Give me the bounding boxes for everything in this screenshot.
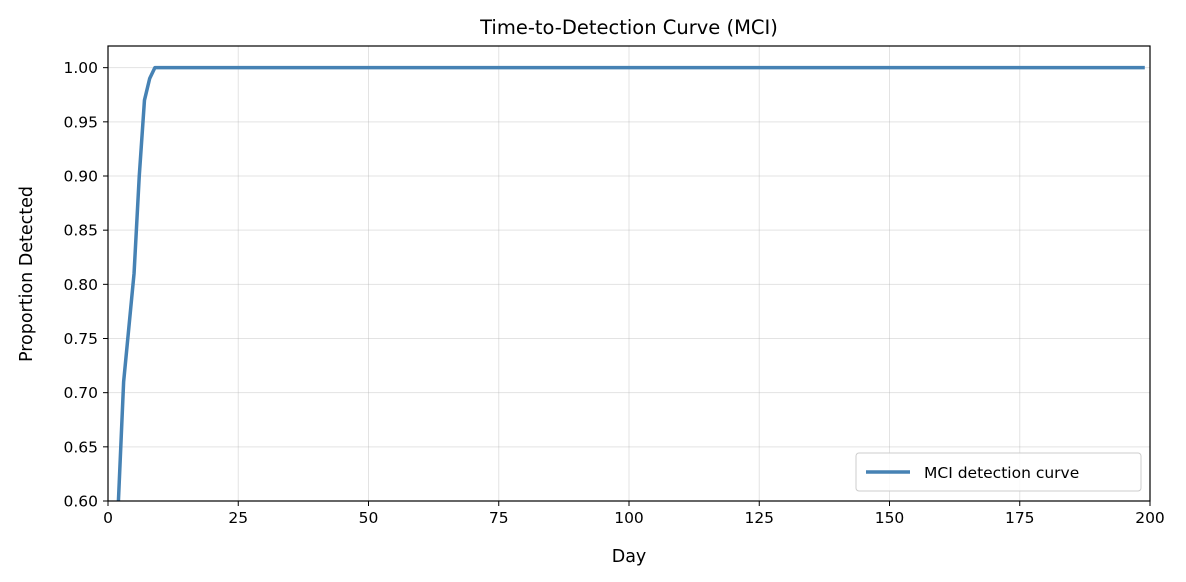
legend: MCI detection curve bbox=[855, 452, 1142, 492]
x-tick-label: 50 bbox=[359, 509, 379, 527]
y-axis-ticks: 0.60 0.65 0.70 0.75 0.80 0.85 0.90 0.95 1.00 bbox=[63, 59, 108, 511]
y-tick-label: 0.95 bbox=[63, 113, 98, 131]
x-tick-label: 25 bbox=[228, 509, 248, 527]
y-tick-label: 0.85 bbox=[63, 222, 98, 240]
x-tick-label: 200 bbox=[1135, 509, 1165, 527]
y-axis-label: Proportion Detected bbox=[17, 186, 37, 362]
x-tick-label: 150 bbox=[875, 509, 905, 527]
plot-frame bbox=[107, 45, 1151, 502]
y-tick-label: 0.80 bbox=[63, 276, 98, 294]
x-tick-label: 125 bbox=[744, 509, 774, 527]
x-tick-label: 175 bbox=[1005, 509, 1035, 527]
series-layer bbox=[116, 65, 1145, 501]
chart-title: Time-to-Detection Curve (MCI) bbox=[479, 16, 778, 39]
x-tick-label: 0 bbox=[103, 509, 113, 527]
y-tick-label: 0.90 bbox=[63, 168, 98, 186]
x-tick-label: 100 bbox=[614, 509, 644, 527]
x-tick-label: 75 bbox=[489, 509, 509, 527]
y-tick-label: 0.65 bbox=[63, 438, 98, 456]
y-tick-label: 0.60 bbox=[63, 493, 98, 511]
legend-label: MCI detection curve bbox=[924, 464, 1079, 482]
series-line bbox=[116, 65, 1145, 501]
x-axis-ticks: 0 25 50 75 100 125 150 175 200 bbox=[103, 501, 1165, 527]
x-axis-label: Day bbox=[612, 547, 647, 567]
y-tick-label: 1.00 bbox=[63, 59, 98, 77]
y-tick-label: 0.75 bbox=[63, 330, 98, 348]
legend-box bbox=[855, 452, 1142, 492]
y-tick-label: 0.70 bbox=[63, 384, 98, 402]
